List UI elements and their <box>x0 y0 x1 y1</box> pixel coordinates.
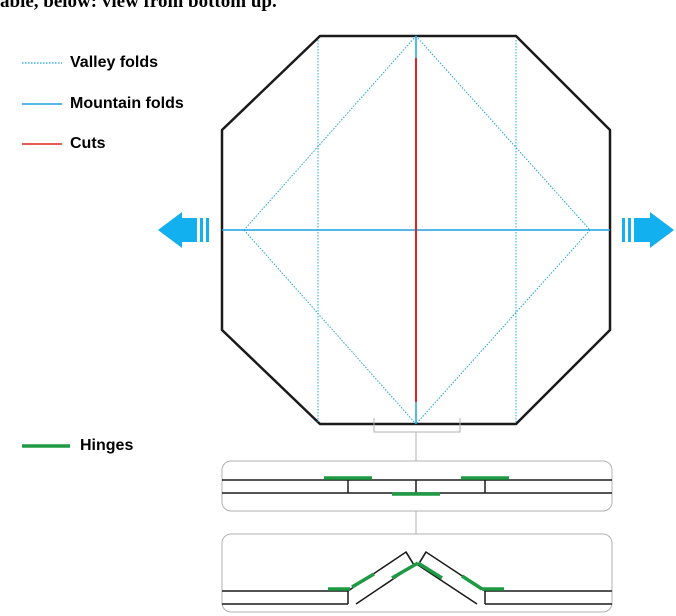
arrow-left-icon <box>158 212 209 248</box>
hinges-folded <box>328 561 504 591</box>
zoom-bracket <box>373 418 461 433</box>
cross-section-folded <box>221 533 613 613</box>
panel-frame-folded <box>221 533 613 613</box>
valley-folds <box>243 35 591 425</box>
legend-cuts-label: Cuts <box>70 135 106 152</box>
figure-caption: able, below: view from bottom up. <box>0 0 277 12</box>
cross-section-flat <box>221 460 613 512</box>
legend-hinges-label: Hinges <box>80 437 134 454</box>
legend-mountain-label: Mountain folds <box>70 95 184 112</box>
panel-frame-flat <box>221 460 613 512</box>
legend-valley-label: Valley folds <box>70 54 159 71</box>
arrow-right-icon <box>622 212 674 248</box>
octagon-template <box>220 34 612 426</box>
hinges-flat <box>324 476 509 496</box>
